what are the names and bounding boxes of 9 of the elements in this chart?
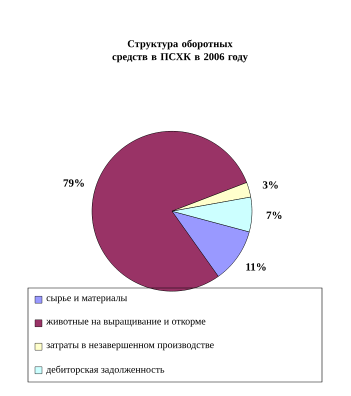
legend-label: животные на выращивание и откорме — [46, 320, 206, 327]
data-label: 3% — [262, 181, 278, 189]
chart-title: Структура оборотных средств в ПСХК в 2006 году — [112, 40, 248, 62]
legend-label: затраты в незавершенном производстве — [46, 343, 214, 350]
data-label: 11% — [246, 263, 266, 271]
data-label: 79% — [64, 179, 84, 187]
data-label: 7% — [266, 212, 282, 219]
legend-label: сырье и материалы — [46, 296, 128, 304]
legend-label: дебиторская задолженность — [46, 366, 164, 375]
